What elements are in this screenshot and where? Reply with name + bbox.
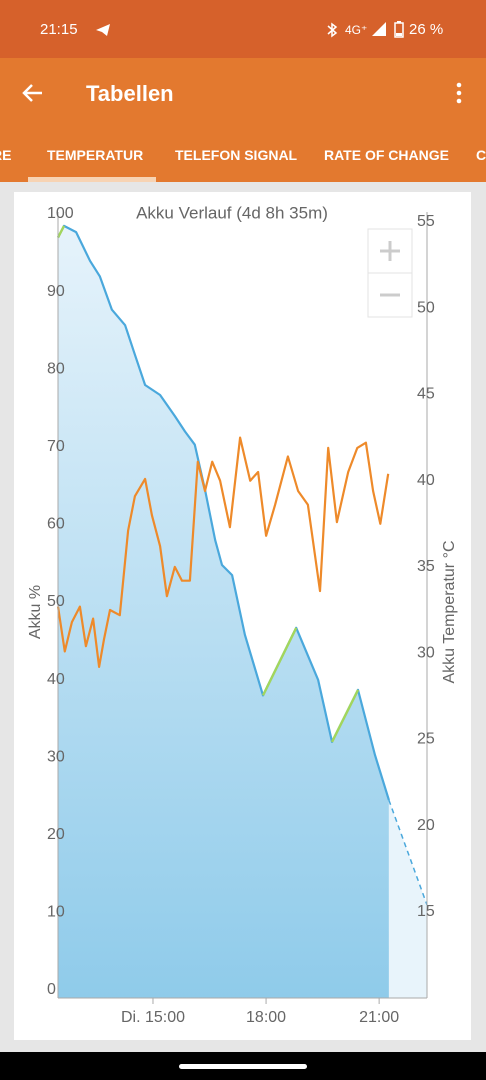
home-pill[interactable]	[179, 1064, 307, 1069]
chart-title: Akku Verlauf (4d 8h 35m)	[136, 203, 328, 222]
zoom-controls	[367, 228, 413, 318]
x-tick-label: 21:00	[359, 1009, 399, 1026]
charging-segment	[261, 627, 298, 696]
y-tick-label: 20	[47, 826, 65, 843]
tab[interactable]: RE	[0, 147, 12, 163]
signal-icon	[372, 22, 386, 36]
charging-segment	[56, 225, 66, 239]
y-tick-label: 60	[47, 516, 65, 533]
y-tick-label: 100	[47, 205, 74, 222]
tab[interactable]: TELEFON SIGNAL	[175, 147, 298, 163]
clock: 21:15	[40, 21, 78, 38]
y2-tick-label: 35	[417, 558, 435, 575]
y2-tick-label: 20	[417, 817, 435, 834]
y2-tick-label: 40	[417, 472, 435, 489]
menu-button[interactable]	[454, 82, 464, 104]
y-tick-label: 70	[47, 438, 65, 455]
app-title: Tabellen	[86, 81, 174, 106]
y-axis-label: Akku %	[27, 585, 44, 639]
x-tick-label: Di. 15:00	[121, 1009, 185, 1026]
chart-card: Akku Verlauf (4d 8h 35m) 0 10 20 30 40 50 60 70…	[14, 192, 471, 1040]
y-tick-label: 10	[47, 904, 65, 921]
y2-tick-label: 50	[417, 299, 435, 316]
network: 4G⁺	[345, 23, 368, 37]
battery-level: 26 %	[409, 21, 444, 38]
tab-bar: RE TEMPERATUR TELEFON SIGNAL RATE OF CHA…	[0, 128, 486, 182]
y-tick-label: 50	[47, 593, 65, 610]
line	[56, 436, 390, 668]
status-bar: 21:15 4G⁺ 26 %	[0, 0, 486, 58]
tab[interactable]: TEMPERATUR	[47, 147, 144, 163]
zoom-in[interactable]	[380, 241, 400, 261]
y2-tick-label: 45	[417, 386, 435, 403]
chart: Akku Verlauf (4d 8h 35m) 0 10 20 30 40 50 60 70…	[27, 203, 458, 1026]
y-tick-label: 40	[47, 671, 65, 688]
navigation-bar	[0, 1052, 486, 1080]
area	[388, 800, 427, 998]
y2-tick-label: 15	[417, 903, 435, 920]
tab[interactable]: C	[476, 147, 486, 163]
y-tick-label: 30	[47, 748, 65, 765]
y-tick-label: 90	[47, 283, 65, 300]
bluetooth-icon	[327, 22, 338, 38]
app-bar: Tabellen	[0, 58, 486, 128]
line	[388, 799, 428, 906]
y-tick-label: 0	[47, 981, 56, 998]
y-tick-label: 80	[47, 360, 65, 377]
y2-tick-label: 55	[417, 213, 435, 230]
area	[58, 225, 389, 998]
y2-tick-label: 30	[417, 644, 435, 661]
y2-tick-label: 25	[417, 731, 435, 748]
battery-icon	[394, 21, 404, 38]
x-tick-label: 18:00	[246, 1009, 286, 1026]
y2-axis-label: Akku Temperatur °C	[441, 540, 458, 683]
tab[interactable]: RATE OF CHANGE	[324, 147, 449, 163]
back-button[interactable]	[22, 82, 44, 104]
charging-segment	[330, 689, 360, 743]
tab-indicator	[28, 177, 156, 182]
telegram-icon	[96, 24, 110, 36]
line	[57, 224, 390, 801]
